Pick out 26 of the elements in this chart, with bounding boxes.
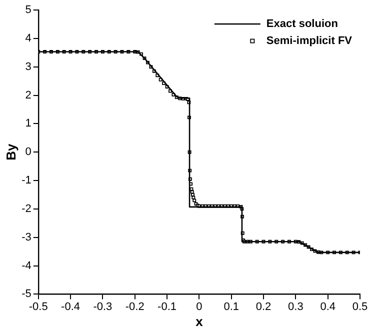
y-tick-label: 1: [25, 118, 32, 130]
legend-label: Semi-implicit FV: [266, 35, 353, 48]
x-tick-label: -0.2: [125, 300, 144, 313]
y-tick-label: 4: [25, 32, 32, 44]
y-tick-label: 0: [25, 146, 32, 158]
x-axis-title: x: [196, 314, 204, 329]
legend-label: Exact soluion: [266, 18, 338, 30]
x-tick-label: -0.4: [61, 300, 80, 313]
y-tick-label: -5: [22, 288, 32, 300]
y-tick-label: -2: [22, 202, 32, 215]
x-tick-label: 0.5: [352, 300, 368, 313]
y-tick-label: 2: [25, 89, 32, 102]
x-tick-label: 0.2: [256, 300, 272, 313]
x-tick-label: -0.5: [28, 300, 48, 313]
x-tick-label: 0.4: [320, 300, 336, 313]
y-tick-label: -4: [22, 260, 32, 272]
y-tick-label: -3: [22, 231, 32, 244]
x-tick-label: -0.3: [93, 300, 112, 313]
x-tick-label: 0.1: [224, 300, 239, 313]
y-tick-label: 3: [25, 60, 32, 73]
y-tick-label: 5: [25, 4, 32, 16]
x-tick-label: -0.1: [158, 300, 177, 313]
x-tick-label: 0.3: [288, 300, 304, 313]
y-axis-title: By: [3, 143, 18, 160]
x-tick-label: 0: [196, 300, 202, 313]
y-tick-label: -1: [22, 174, 32, 187]
